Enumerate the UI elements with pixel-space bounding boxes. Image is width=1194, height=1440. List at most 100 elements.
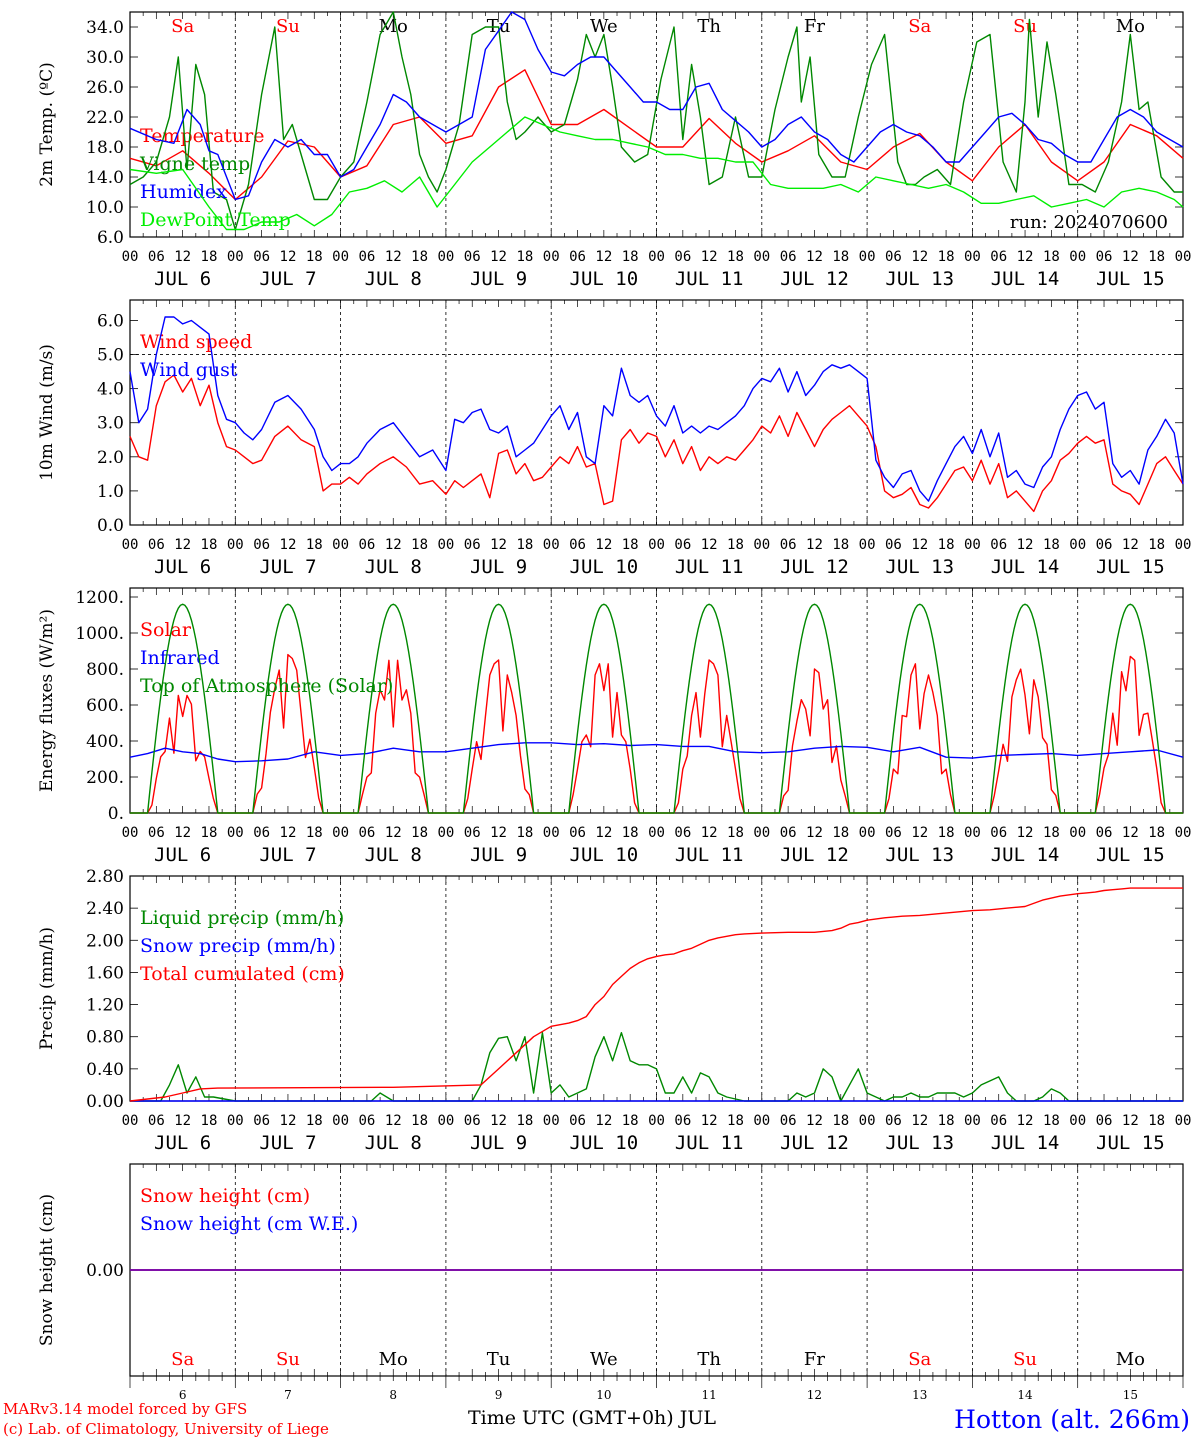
- hour-tick-label: 06: [148, 249, 165, 265]
- hour-tick-label: 00: [332, 249, 349, 265]
- weekday-label: Su: [1013, 16, 1037, 37]
- day-label: JUL 9: [470, 268, 527, 290]
- hour-tick-label: 06: [1096, 249, 1113, 265]
- series-line: [129, 887, 1183, 1102]
- day-label: JUL 7: [259, 268, 316, 290]
- day-label: JUL 12: [780, 556, 849, 578]
- y-tick-label: 6.0: [97, 311, 124, 331]
- hour-tick-label: 00: [543, 825, 560, 841]
- time-axis-title: Time UTC (GMT+0h) JUL: [468, 1407, 716, 1429]
- hour-tick-label: 12: [1017, 1113, 1034, 1129]
- day-label: JUL 9: [470, 556, 527, 578]
- day-number-label: 15: [1123, 1388, 1138, 1402]
- hour-tick-label: 00: [227, 1113, 244, 1129]
- hour-tick-label: 00: [648, 537, 665, 553]
- hour-tick-label: 00: [648, 825, 665, 841]
- hour-tick-label: 06: [464, 537, 481, 553]
- hour-tick-label: 18: [411, 825, 428, 841]
- weekday-label: Mo: [1116, 16, 1145, 37]
- hour-tick-label: 06: [464, 249, 481, 265]
- y-axis-label: 10m Wind (m/s): [37, 344, 57, 481]
- day-label: JUL 8: [365, 268, 422, 290]
- y-tick-label: 10.0: [86, 198, 124, 218]
- hour-tick-label: 12: [385, 1113, 402, 1129]
- hour-tick-label: 06: [1096, 1113, 1113, 1129]
- day-label: JUL 15: [1096, 268, 1165, 290]
- day-label: JUL 8: [365, 844, 422, 866]
- hour-tick-label: 18: [622, 249, 639, 265]
- hour-tick-label: 12: [385, 825, 402, 841]
- hour-tick-label: 12: [595, 1113, 612, 1129]
- day-label: JUL 13: [885, 556, 954, 578]
- y-tick-label: 0.00: [86, 1261, 124, 1281]
- y-axis-label: 2m Temp. (ºC): [37, 62, 57, 187]
- series-line: [129, 374, 1184, 513]
- hour-tick-label: 06: [780, 249, 797, 265]
- hour-tick-label: 18: [201, 825, 218, 841]
- hour-tick-label: 12: [280, 1113, 297, 1129]
- hour-tick-label: 00: [753, 1113, 770, 1129]
- hour-tick-label: 06: [780, 825, 797, 841]
- hour-tick-label: 00: [332, 1113, 349, 1129]
- hour-tick-label: 00: [859, 825, 876, 841]
- day-number-label: 10: [596, 1388, 611, 1402]
- hour-tick-label: 18: [938, 249, 955, 265]
- day-number-label: 11: [702, 1388, 717, 1402]
- model-credit: MARv3.14 model forced by GFS: [3, 1400, 247, 1418]
- hour-tick-label: 18: [1148, 1113, 1165, 1129]
- hour-tick-label: 06: [569, 1113, 586, 1129]
- hour-tick-label: 18: [727, 537, 744, 553]
- day-label: JUL 11: [675, 1132, 744, 1154]
- series-line: [129, 11, 1183, 231]
- hour-tick-label: 12: [385, 249, 402, 265]
- hour-tick-label: 18: [516, 249, 533, 265]
- panel-frame: [129, 299, 1184, 526]
- legend-entry: Total cumulated (cm): [140, 963, 345, 985]
- day-label: JUL 15: [1096, 1132, 1165, 1154]
- y-tick-label: 30.0: [86, 48, 124, 68]
- day-label: JUL 11: [675, 844, 744, 866]
- hour-tick-label: 00: [122, 825, 139, 841]
- y-tick-label: 34.0: [86, 18, 124, 38]
- day-label: JUL 11: [675, 556, 744, 578]
- series-line: [129, 11, 1184, 201]
- y-tick-label: 1200.: [75, 588, 124, 608]
- hour-tick-label: 18: [1148, 537, 1165, 553]
- hour-tick-label: 12: [701, 1113, 718, 1129]
- hour-tick-label: 12: [701, 249, 718, 265]
- hour-tick-label: 06: [990, 1113, 1007, 1129]
- legend-entry: Vigne temp: [139, 153, 250, 175]
- weekday-label: We: [590, 16, 618, 37]
- day-label: JUL 10: [570, 556, 639, 578]
- hour-tick-label: 06: [148, 1113, 165, 1129]
- hour-tick-label: 18: [1043, 825, 1060, 841]
- hour-tick-label: 18: [201, 537, 218, 553]
- y-tick-label: 2.40: [86, 899, 124, 919]
- hour-tick-label: 18: [1043, 249, 1060, 265]
- hour-tick-label: 00: [859, 537, 876, 553]
- hour-tick-label: 18: [938, 1113, 955, 1129]
- y-tick-label: 6.0: [97, 228, 124, 248]
- day-label: JUL 8: [365, 1132, 422, 1154]
- legend-entry: Infrared: [140, 647, 220, 669]
- hour-tick-label: 00: [1069, 825, 1086, 841]
- hour-tick-label: 06: [1096, 825, 1113, 841]
- legend-entry: Snow height (cm): [140, 1185, 310, 1207]
- y-tick-label: 400.: [86, 732, 124, 752]
- y-tick-label: 1.60: [86, 963, 124, 983]
- day-label: JUL 6: [154, 556, 211, 578]
- y-tick-label: 2.0: [97, 448, 124, 468]
- y-tick-label: 2.00: [86, 931, 124, 951]
- hour-tick-label: 18: [622, 537, 639, 553]
- hour-tick-label: 18: [411, 249, 428, 265]
- hour-tick-label: 12: [1122, 249, 1139, 265]
- series-line: [130, 1031, 1183, 1102]
- hour-tick-label: 06: [253, 249, 270, 265]
- hour-tick-label: 06: [358, 249, 375, 265]
- hour-tick-label: 18: [1043, 1113, 1060, 1129]
- hour-tick-label: 12: [280, 537, 297, 553]
- legend-entry: Snow height (cm W.E.): [140, 1213, 358, 1235]
- panel-5: 0.00 Snow height (cm) Sa 6 Su 7 Mo 8 Tu 9 We 10 Th 11…: [37, 1163, 1184, 1402]
- y-tick-label: 0.80: [86, 1028, 124, 1048]
- day-label: JUL 12: [780, 1132, 849, 1154]
